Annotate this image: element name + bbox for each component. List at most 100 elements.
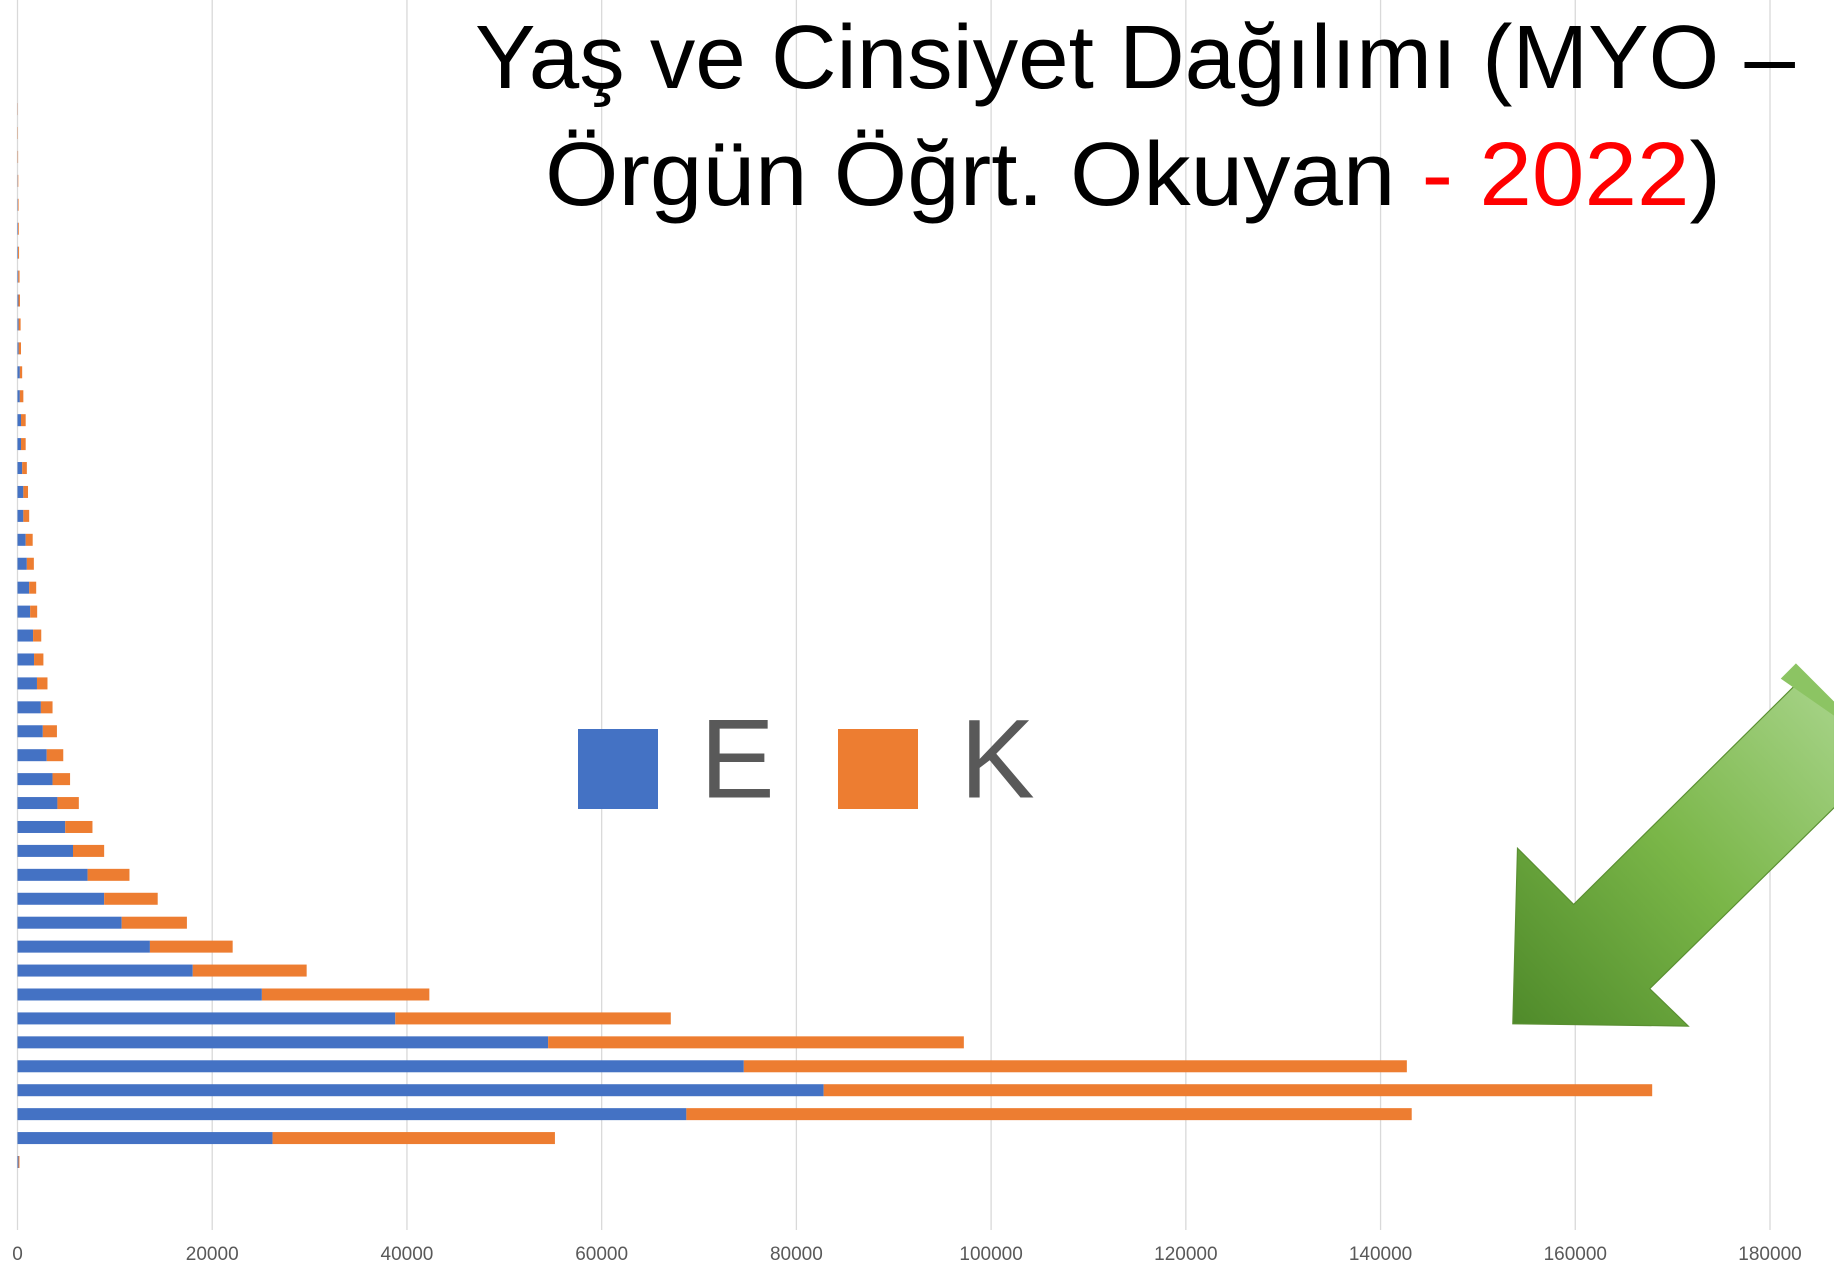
bar-segment (18, 845, 73, 857)
bar-segment (18, 1156, 19, 1168)
bar-segment (18, 318, 19, 330)
bar-segment (18, 271, 19, 283)
bar-segment (26, 534, 33, 546)
legend-label: K (960, 697, 1035, 822)
bar-segment (57, 797, 78, 809)
bar-segment (18, 773, 53, 785)
bar-segment (18, 582, 30, 594)
bar-segment (41, 701, 53, 713)
bar-segment (18, 1060, 744, 1072)
bar-segment (43, 725, 57, 737)
bar-segment (20, 366, 22, 378)
bar-segment (27, 558, 34, 570)
bar-segment (18, 725, 43, 737)
x-tick-label: 60000 (575, 1244, 628, 1265)
bar-segment (273, 1132, 555, 1144)
bar-segment (18, 534, 26, 546)
x-tick-label: 40000 (381, 1244, 434, 1265)
x-tick-label: 140000 (1349, 1244, 1412, 1265)
bar-segment (18, 510, 24, 522)
bar-segment (395, 1012, 671, 1024)
bar-segment (47, 749, 64, 761)
bar-segment (19, 318, 21, 330)
bar-segment (18, 223, 19, 235)
x-tick-label: 100000 (959, 1244, 1022, 1265)
bar-segment (20, 390, 24, 402)
x-tick-label: 80000 (770, 1244, 823, 1265)
bar-segment (18, 438, 22, 450)
bar-segment (122, 917, 187, 929)
x-tick-label: 180000 (1738, 1244, 1801, 1265)
bar-segment (65, 821, 92, 833)
x-tick-label: 120000 (1154, 1244, 1217, 1265)
bar-segment (18, 701, 41, 713)
bar-segment (21, 438, 26, 450)
bar-segment (88, 869, 130, 881)
bar-segment (744, 1060, 1407, 1072)
bar-segment (30, 606, 37, 618)
bar-segment (18, 821, 66, 833)
arrow (1513, 663, 1834, 1026)
bar-segment (18, 988, 262, 1000)
chart-title: Yaş ve Cinsiyet Dağılımı (MYO – Örgün Öğr… (475, 8, 1796, 225)
bar-segment (548, 1036, 964, 1048)
bar-segment (18, 366, 20, 378)
title-line: Örgün Öğrt. Okuyan - 2022) (545, 125, 1721, 225)
bars (18, 103, 1653, 1168)
legend-swatch (838, 729, 918, 809)
bar-segment (193, 965, 307, 977)
bar-segment (18, 486, 24, 498)
bar-segment (18, 1108, 687, 1120)
bar-segment (23, 486, 28, 498)
title-line: Yaş ve Cinsiyet Dağılımı (MYO – (475, 8, 1796, 108)
bar-segment (37, 677, 48, 689)
bar-segment (18, 271, 19, 283)
bar-segment (18, 917, 122, 929)
bar-segment (262, 988, 429, 1000)
bar-segment (23, 510, 29, 522)
bar-segment (18, 653, 35, 665)
bar-segment (104, 893, 158, 905)
x-tick-label: 0 (12, 1244, 23, 1265)
bar-segment (18, 247, 19, 259)
bar-segment (18, 414, 22, 426)
bar-segment (33, 630, 41, 642)
title-part: - 2022 (1422, 125, 1690, 225)
legend-swatch (578, 729, 658, 809)
bar-segment (18, 797, 58, 809)
bar-segment (18, 462, 23, 474)
bar-segment (18, 295, 19, 307)
bar-segment (34, 653, 43, 665)
bar-segment (18, 1036, 549, 1048)
bar-segment (18, 869, 88, 881)
bar-segment (18, 941, 150, 953)
title-part: Örgün Öğrt. Okuyan (545, 125, 1422, 225)
title-part: Yaş ve Cinsiyet Dağılımı (MYO – (475, 8, 1796, 108)
page: 0200004000060000800001000001200001400001… (0, 0, 1834, 1268)
bar-segment (18, 247, 19, 259)
bar-segment (53, 773, 71, 785)
bar-segment (22, 462, 27, 474)
bar-segment (18, 1132, 273, 1144)
bar-segment (18, 630, 34, 642)
bar-segment (73, 845, 104, 857)
bar-segment (824, 1084, 1653, 1096)
bar-segment (18, 677, 37, 689)
bar-segment (18, 342, 19, 354)
chart: 0200004000060000800001000001200001400001… (0, 0, 1834, 1268)
bar-segment (18, 1012, 396, 1024)
legend-label: E (700, 697, 775, 822)
bar-segment (18, 558, 27, 570)
title-part: ) (1690, 125, 1721, 225)
bar-segment (18, 1084, 824, 1096)
bar-segment (18, 965, 193, 977)
bar-segment (150, 941, 233, 953)
bar-segment (18, 1156, 19, 1168)
bar-segment (18, 295, 19, 307)
bar-segment (18, 749, 47, 761)
bar-segment (18, 199, 19, 211)
bar-segment (29, 582, 36, 594)
bar-segment (18, 390, 20, 402)
